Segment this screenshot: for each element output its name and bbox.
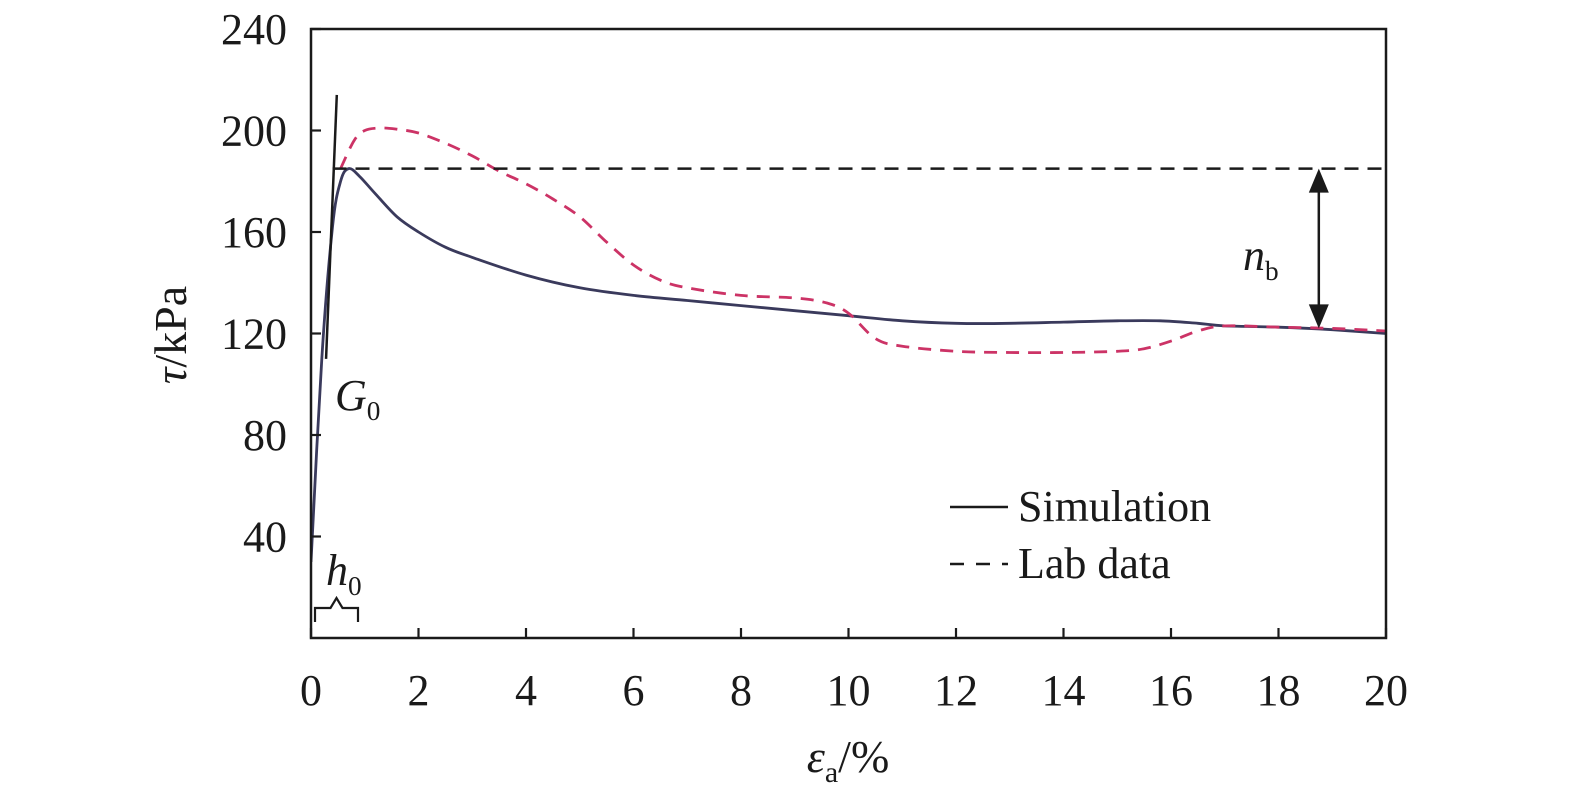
x-tick-label: 14 (1042, 666, 1086, 715)
y-tick-label: 40 (243, 513, 287, 562)
y-tick-label: 240 (221, 5, 287, 54)
x-tick-label: 4 (515, 666, 537, 715)
y-tick-label: 120 (221, 310, 287, 359)
x-tick-label: 6 (623, 666, 645, 715)
series-line-simulation (311, 167, 1386, 562)
g0-label: G0 (335, 371, 380, 426)
tangent-line-g0 (324, 94, 339, 359)
plot-frame (309, 27, 1388, 640)
x-tick-label: 20 (1364, 666, 1408, 715)
nb-arrow-head-up (1308, 168, 1329, 193)
x-tick-label: 2 (408, 666, 430, 715)
nb-arrow-head-down (1308, 304, 1329, 329)
x-tick-label: 10 (827, 666, 871, 715)
x-tick-label: 0 (300, 666, 322, 715)
legend: Simulation Lab data (950, 482, 1211, 588)
x-tick-label: 16 (1149, 666, 1193, 715)
h0-label: h0 (326, 546, 362, 601)
series-line-lab-data (339, 126, 1386, 355)
y-tick-label: 80 (243, 411, 287, 460)
legend-label: Simulation (1018, 482, 1211, 531)
nb-label: nb (1243, 231, 1279, 286)
x-tick-label: 8 (730, 666, 752, 715)
h0-bracket (313, 595, 360, 622)
y-tick-label: 160 (221, 208, 287, 257)
y-axis-label: τ/kPa (145, 286, 196, 384)
x-tick-label: 12 (934, 666, 978, 715)
y-tick-label: 200 (221, 107, 287, 156)
x-tick-label: 18 (1257, 666, 1301, 715)
x-axis-label: εa/% (807, 731, 890, 789)
legend-label: Lab data (1018, 539, 1171, 588)
